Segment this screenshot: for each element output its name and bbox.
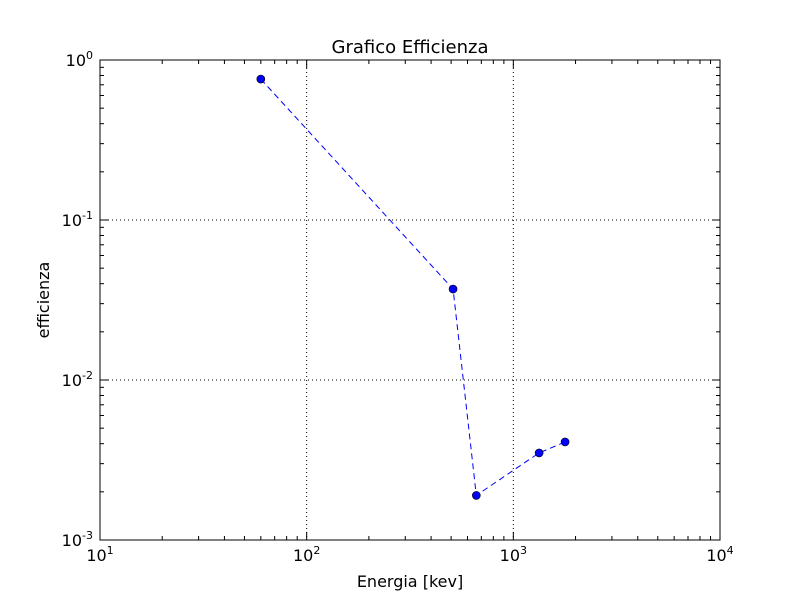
- x-tick-label: 101: [86, 544, 113, 565]
- data-point: [448, 284, 458, 294]
- y-tick-label: 10-1: [62, 209, 93, 230]
- data-series: [256, 74, 570, 500]
- data-point: [472, 491, 481, 500]
- y-axis-label: efficienza: [34, 262, 53, 339]
- y-tick-label: 10-2: [62, 369, 93, 390]
- data-point: [256, 74, 266, 84]
- axis-ticks: 101 102 103 104 10-3 10-2 10-1 100: [62, 49, 734, 565]
- x-tick-label: 103: [500, 544, 527, 565]
- x-tick-label: 104: [706, 544, 733, 565]
- data-point: [560, 437, 570, 447]
- chart-title: Grafico Efficienza: [332, 37, 489, 58]
- plot-area-frame: [99, 59, 721, 541]
- x-axis-label: Energia [kev]: [357, 572, 463, 591]
- y-tick-label: 10-3: [62, 529, 93, 550]
- x-tick-label: 102: [293, 544, 320, 565]
- grid-lines: [100, 60, 720, 540]
- data-point: [534, 448, 544, 458]
- y-tick-label: 100: [66, 49, 93, 70]
